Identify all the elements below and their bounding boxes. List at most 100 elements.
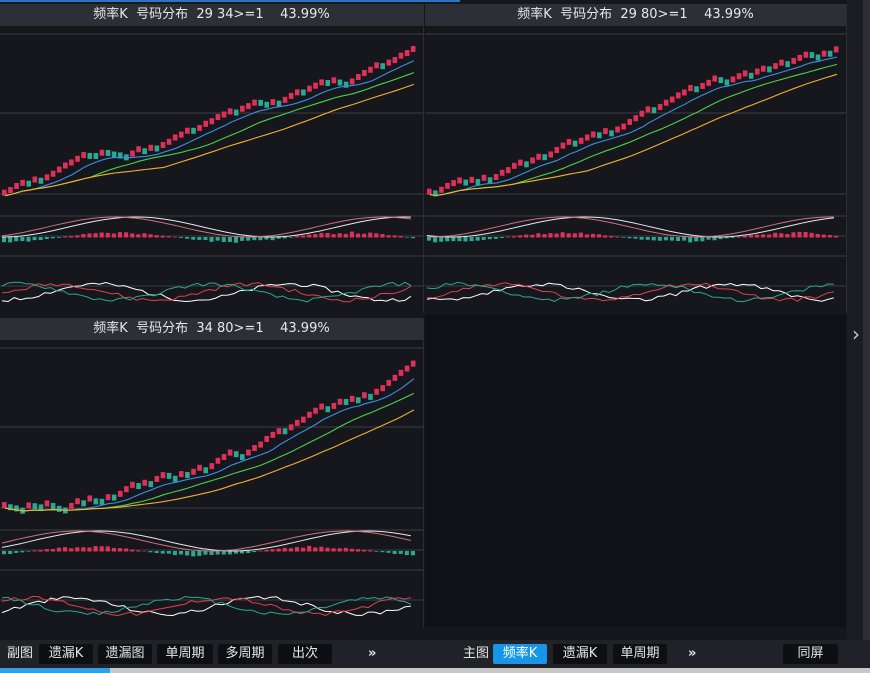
candle — [221, 453, 227, 460]
candle — [81, 500, 86, 507]
chart-panel-3[interactable]: 频率K 号码分布 34 80>=1 43.99% — [0, 318, 424, 627]
candle — [815, 54, 821, 61]
histogram-bar — [172, 551, 177, 556]
right-more-icon[interactable]: » — [688, 646, 697, 661]
left-more-icon[interactable]: » — [368, 646, 377, 661]
histogram-bar — [56, 237, 62, 238]
histogram-bar — [368, 550, 373, 552]
candle — [791, 57, 796, 64]
expand-arrow-icon[interactable]: › — [852, 322, 860, 346]
sub-missing-chart-button[interactable]: 遗漏图 — [98, 644, 152, 664]
chart-panel-2[interactable]: 频率K 号码分布 29 80>=1 43.99% — [425, 4, 847, 313]
histogram-bar — [512, 236, 517, 238]
candle — [560, 142, 566, 149]
histogram-bar — [240, 237, 245, 241]
candle — [349, 395, 355, 402]
histogram-bar — [246, 237, 251, 241]
candle — [270, 99, 276, 106]
histogram-bar — [386, 235, 391, 238]
candle — [178, 131, 184, 138]
histogram-bar — [258, 550, 263, 552]
candle — [307, 85, 312, 92]
scrollbar[interactable] — [863, 0, 870, 640]
candle — [590, 131, 596, 138]
candle — [524, 161, 529, 168]
histogram-bar — [8, 551, 13, 554]
candle — [276, 100, 282, 107]
chart-area-2[interactable] — [425, 26, 846, 313]
histogram-bar — [197, 551, 202, 556]
histogram-bar — [215, 237, 220, 241]
candle — [362, 392, 367, 399]
main-missing-k-button[interactable]: 遗漏K — [553, 644, 607, 664]
candle — [380, 63, 385, 70]
histogram-bar — [337, 548, 342, 552]
chart-panel-1[interactable]: 频率K 号码分布 29 34>=1 43.99% — [0, 4, 424, 313]
histogram-bar — [706, 237, 711, 240]
histogram-bar — [313, 547, 318, 552]
candle — [69, 502, 74, 509]
candle — [252, 99, 257, 106]
candle — [105, 494, 111, 501]
candle — [178, 471, 184, 478]
histogram-bar — [833, 235, 838, 238]
histogram-bar — [645, 237, 650, 240]
main-frequency-k-button[interactable]: 频率K — [493, 644, 547, 664]
histogram-bar — [99, 546, 104, 552]
histogram-bar — [258, 237, 263, 241]
candle — [355, 397, 361, 404]
histogram-bar — [50, 549, 55, 552]
histogram-bar — [590, 233, 596, 238]
candle — [93, 498, 99, 505]
candle — [530, 157, 535, 164]
candle — [627, 118, 632, 125]
candle — [203, 467, 208, 474]
oscillator-line — [1, 282, 412, 303]
candle — [803, 51, 809, 58]
main-single-period-button[interactable]: 单周期 — [613, 644, 667, 664]
chart-area-3[interactable] — [0, 340, 423, 627]
candle — [227, 449, 233, 456]
histogram-bar — [307, 234, 312, 238]
histogram-bar — [754, 234, 760, 238]
histogram-bar — [463, 237, 468, 242]
chart-area-1[interactable] — [0, 26, 423, 313]
candle — [209, 118, 215, 125]
histogram-bar — [349, 548, 354, 552]
candle — [578, 137, 584, 144]
candle — [185, 127, 190, 134]
candle — [8, 504, 13, 511]
candle — [221, 111, 227, 118]
candle — [14, 505, 19, 512]
candle — [44, 174, 50, 181]
sync-screen-button[interactable]: 同屏 — [783, 644, 838, 664]
histogram-bar — [331, 234, 336, 238]
sub-occurrence-button[interactable]: 出次 — [278, 644, 332, 664]
candle — [694, 86, 699, 93]
histogram-bar — [227, 237, 232, 242]
candle — [355, 74, 361, 81]
sub-single-period-button[interactable]: 单周期 — [157, 644, 213, 664]
histogram-bar — [136, 234, 141, 238]
candle — [368, 66, 373, 73]
histogram-bar — [99, 232, 104, 238]
candle — [392, 374, 398, 381]
sub-multi-period-button[interactable]: 多周期 — [218, 644, 272, 664]
histogram-bar — [410, 237, 415, 239]
histogram-bar — [124, 548, 129, 552]
histogram-bar — [518, 235, 523, 238]
histogram-bar — [578, 232, 583, 238]
candle — [142, 148, 147, 155]
candle — [26, 502, 32, 509]
histogram-bar — [803, 231, 808, 238]
candle — [724, 79, 730, 86]
histogram-bar — [117, 548, 123, 552]
candle — [410, 45, 416, 52]
candle — [288, 424, 294, 431]
sub-missing-k-button[interactable]: 遗漏K — [39, 644, 93, 664]
candle — [93, 153, 99, 160]
histogram-bar — [276, 237, 281, 239]
candle — [264, 101, 270, 108]
candle — [730, 76, 736, 83]
histogram-bar — [203, 551, 208, 555]
